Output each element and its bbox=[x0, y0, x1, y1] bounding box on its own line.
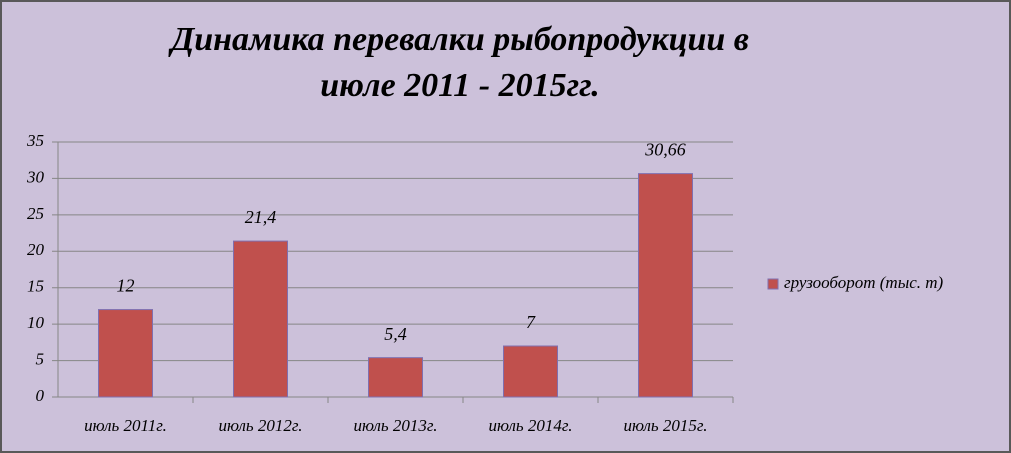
y-tick-label: 35 bbox=[26, 131, 44, 150]
value-label: 5,4 bbox=[384, 324, 407, 344]
bar bbox=[638, 173, 693, 398]
y-tick-label: 20 bbox=[27, 240, 45, 259]
y-tick-label: 15 bbox=[27, 277, 44, 296]
y-tick-label: 10 bbox=[27, 313, 45, 332]
bar bbox=[98, 309, 153, 398]
bar bbox=[503, 345, 558, 398]
x-tick-label: июль 2014г. bbox=[488, 416, 572, 435]
x-tick-label: июль 2011г. bbox=[84, 416, 167, 435]
x-tick-label: июль 2012г. bbox=[218, 416, 302, 435]
bar bbox=[233, 240, 288, 398]
bar bbox=[368, 357, 423, 398]
value-label: 12 bbox=[117, 276, 135, 296]
legend-swatch bbox=[767, 278, 779, 290]
x-tick-label: июль 2015г. bbox=[623, 416, 707, 435]
y-tick-label: 5 bbox=[36, 349, 45, 368]
x-tick-label: июль 2013г. bbox=[353, 416, 437, 435]
value-label: 7 bbox=[526, 312, 536, 332]
y-tick-label: 30 bbox=[26, 167, 45, 186]
chart-title: Динамика перевалки рыбопродукции в bbox=[168, 21, 749, 58]
value-label: 30,66 bbox=[644, 140, 686, 160]
chart-title: июле 2011 - 2015гг. bbox=[320, 67, 600, 104]
legend-label: грузооборот (тыс. т) bbox=[784, 273, 944, 292]
y-tick-label: 25 bbox=[27, 204, 44, 223]
y-tick-label: 0 bbox=[36, 386, 45, 405]
value-label: 21,4 bbox=[245, 207, 277, 227]
